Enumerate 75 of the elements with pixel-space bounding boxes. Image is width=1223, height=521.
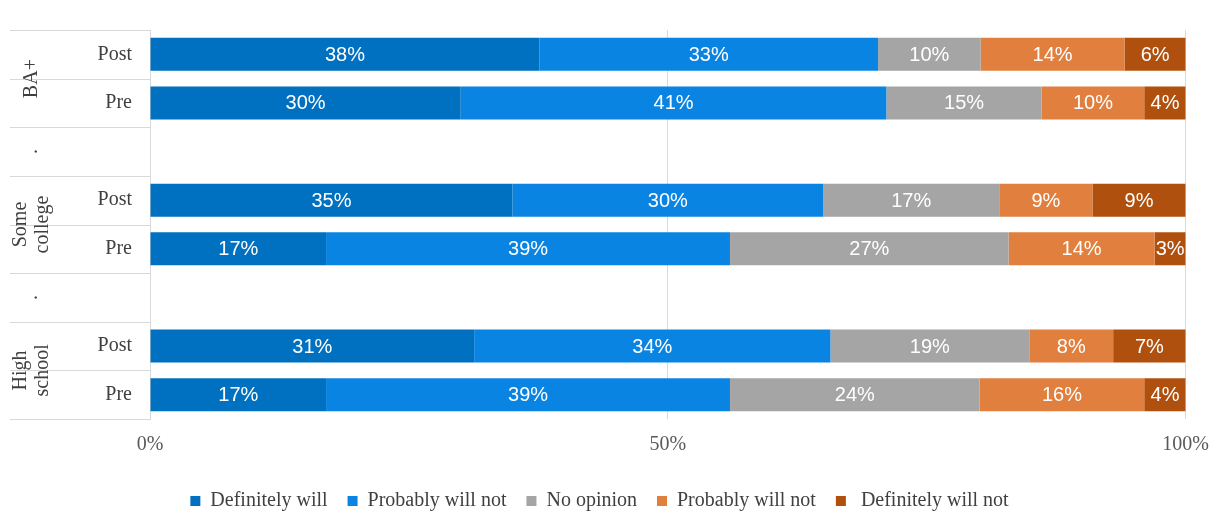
data-label: 14% bbox=[1061, 237, 1102, 260]
bar bbox=[823, 183, 1000, 217]
data-label: 17% bbox=[218, 237, 259, 260]
data-label: 30% bbox=[647, 188, 689, 211]
data-label: 16% bbox=[1041, 383, 1083, 406]
data-label: 7% bbox=[1134, 334, 1165, 357]
legend-label: No opinion bbox=[546, 488, 638, 512]
bar bbox=[460, 86, 887, 120]
y-tick-label: Pre bbox=[105, 381, 133, 404]
bar bbox=[1113, 329, 1186, 363]
data-label: 19% bbox=[909, 334, 951, 357]
data-label: 38% bbox=[324, 42, 366, 65]
y-tick-label: Post bbox=[97, 187, 133, 210]
data-label: 10% bbox=[909, 42, 950, 65]
data-label: 35% bbox=[311, 188, 352, 211]
bar bbox=[150, 232, 327, 266]
data-label: 8% bbox=[1056, 334, 1086, 357]
bar bbox=[1092, 183, 1186, 217]
data-label: 39% bbox=[508, 383, 549, 406]
data-label: 3% bbox=[1155, 237, 1185, 260]
bar bbox=[150, 329, 475, 363]
bar bbox=[1041, 86, 1145, 120]
data-label: 33% bbox=[688, 42, 729, 65]
bar bbox=[830, 329, 1030, 363]
data-label: 27% bbox=[849, 237, 890, 260]
bar bbox=[729, 378, 980, 412]
legend-label: Probably will not bbox=[367, 488, 507, 512]
data-label: 10% bbox=[1072, 91, 1114, 114]
data-label: 6% bbox=[1140, 42, 1170, 65]
data-label: 14% bbox=[1032, 42, 1073, 65]
data-label: 30% bbox=[285, 91, 326, 114]
bar bbox=[474, 329, 831, 363]
data-label: 24% bbox=[834, 383, 875, 406]
legend-label: Probably will not bbox=[677, 488, 817, 512]
data-label: 15% bbox=[944, 91, 985, 114]
data-label: 31% bbox=[292, 334, 333, 357]
bar bbox=[729, 232, 1009, 266]
bar bbox=[512, 183, 824, 217]
data-label: 34% bbox=[632, 334, 673, 357]
bar bbox=[999, 183, 1093, 217]
text: . bbox=[19, 294, 42, 300]
text: Some college bbox=[8, 195, 54, 254]
bar bbox=[326, 378, 730, 412]
bar bbox=[1029, 329, 1114, 363]
bar bbox=[326, 232, 730, 266]
y-tick-label: Post bbox=[97, 41, 133, 64]
x-tick-label: 50% bbox=[649, 432, 687, 455]
text: . bbox=[19, 149, 42, 155]
text: BA+ bbox=[19, 59, 42, 99]
bar bbox=[1008, 232, 1155, 266]
bar bbox=[150, 37, 540, 71]
y-tick-label: Pre bbox=[105, 90, 133, 113]
data-label: 17% bbox=[218, 383, 259, 406]
x-tick-label: 0% bbox=[136, 432, 164, 455]
y-tick-label: Pre bbox=[105, 236, 133, 259]
x-tick-label: 100% bbox=[1162, 432, 1210, 455]
data-label: 9% bbox=[1031, 188, 1061, 211]
bar bbox=[539, 37, 879, 71]
data-label: 9% bbox=[1124, 188, 1154, 211]
legend-label: Definitely will not bbox=[855, 488, 1010, 512]
bar bbox=[878, 37, 981, 71]
data-label: 4% bbox=[1150, 91, 1180, 114]
bar bbox=[150, 86, 461, 120]
data-label: 4% bbox=[1150, 383, 1180, 406]
bar bbox=[886, 86, 1042, 120]
bar bbox=[150, 183, 513, 217]
text: High school bbox=[8, 343, 53, 397]
data-label: 17% bbox=[891, 188, 932, 211]
y-tick-label: Post bbox=[97, 333, 133, 356]
bar bbox=[979, 378, 1145, 412]
legend-label: Definitely will bbox=[210, 488, 328, 512]
bar bbox=[150, 378, 327, 412]
bar bbox=[980, 37, 1125, 71]
data-label: 39% bbox=[508, 237, 549, 260]
data-label: 41% bbox=[653, 91, 694, 114]
